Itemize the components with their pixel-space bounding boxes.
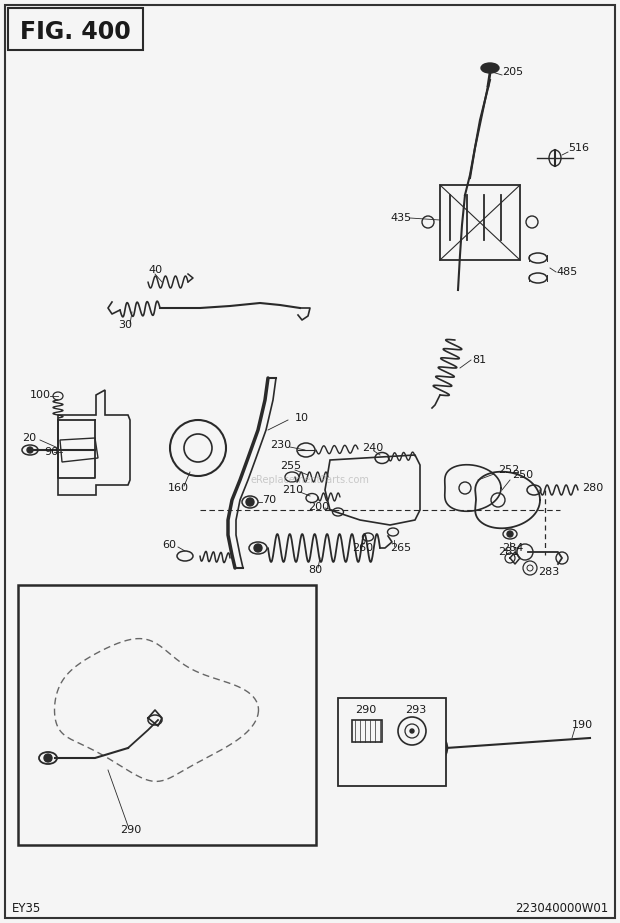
Text: 293: 293 [405, 705, 427, 715]
Circle shape [27, 447, 33, 453]
Text: EY35: EY35 [12, 902, 42, 915]
Text: 230: 230 [270, 440, 291, 450]
Text: 290: 290 [120, 825, 141, 835]
Text: 30: 30 [118, 320, 132, 330]
Circle shape [254, 544, 262, 552]
Text: 60: 60 [162, 540, 176, 550]
Text: 485: 485 [556, 267, 577, 277]
Text: 265: 265 [390, 543, 411, 553]
Text: 280: 280 [582, 483, 603, 493]
Circle shape [410, 729, 414, 733]
Text: 100: 100 [30, 390, 51, 400]
Circle shape [430, 746, 434, 750]
Bar [352, 720, 382, 742]
Text: 284: 284 [502, 543, 523, 553]
Text: 81: 81 [472, 355, 486, 365]
Text: 260: 260 [352, 543, 373, 553]
Text: 40: 40 [148, 265, 162, 275]
Bar [338, 698, 446, 786]
Text: 90: 90 [44, 447, 58, 457]
Text: 255: 255 [280, 461, 301, 471]
Circle shape [246, 498, 254, 506]
Circle shape [44, 754, 52, 762]
Text: 250: 250 [512, 470, 533, 480]
Bar [440, 185, 520, 260]
Text: 252: 252 [498, 465, 520, 475]
Text: 281: 281 [498, 547, 520, 557]
Text: 80: 80 [308, 565, 322, 575]
Text: 10: 10 [295, 413, 309, 423]
Text: 210: 210 [282, 485, 303, 495]
Text: 200: 200 [308, 502, 329, 512]
Text: 516: 516 [568, 143, 589, 153]
Circle shape [507, 531, 513, 537]
Text: 240: 240 [362, 443, 383, 453]
Text: 223040000W01: 223040000W01 [515, 902, 608, 915]
Text: 435: 435 [390, 213, 411, 223]
Text: 283: 283 [538, 567, 559, 577]
Bar [18, 585, 316, 845]
Text: eReplacementParts.com: eReplacementParts.com [250, 475, 370, 485]
Text: 205: 205 [502, 67, 523, 77]
Text: 160: 160 [168, 483, 189, 493]
Ellipse shape [481, 63, 499, 73]
Text: 70: 70 [262, 495, 276, 505]
Text: 190: 190 [572, 720, 593, 730]
Text: 20: 20 [22, 433, 36, 443]
Text: FIG. 400: FIG. 400 [20, 20, 130, 44]
Text: 290: 290 [355, 705, 376, 715]
Bar [8, 8, 143, 50]
